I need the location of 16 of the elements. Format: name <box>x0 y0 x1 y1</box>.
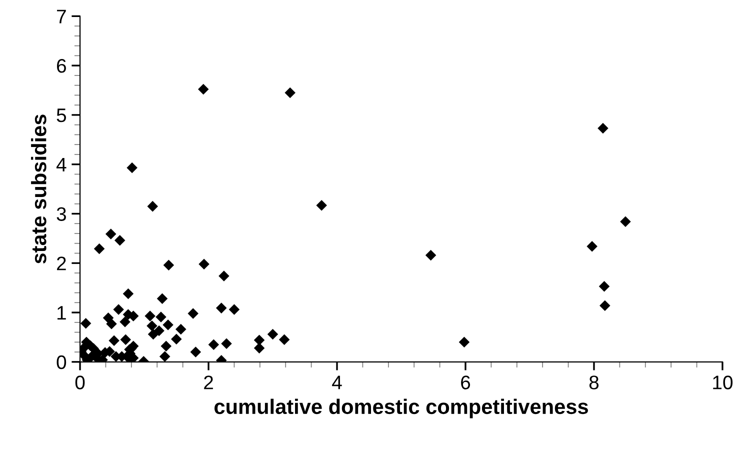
x-tick-label: 8 <box>589 376 599 390</box>
y-tick-label: 4 <box>56 158 66 172</box>
y-tick-label: 2 <box>57 256 66 270</box>
x-tick-label: 4 <box>332 376 342 390</box>
x-axis-title: cumulative domestic competitiveness <box>214 398 588 418</box>
x-tick-label: 6 <box>461 376 470 390</box>
y-tick-label: 1 <box>58 306 66 320</box>
y-axis-title: state subsidies <box>31 114 46 264</box>
x-tick-label: 2 <box>204 376 213 390</box>
y-tick-label: 5 <box>56 108 66 122</box>
y-tick-label: 0 <box>56 355 66 370</box>
y-tick-label: 6 <box>57 59 66 73</box>
y-tick-label: 3 <box>56 207 66 221</box>
x-tick-label: 10 <box>713 376 733 390</box>
x-tick-label: 0 <box>75 376 85 390</box>
y-tick-label: 7 <box>57 10 66 24</box>
